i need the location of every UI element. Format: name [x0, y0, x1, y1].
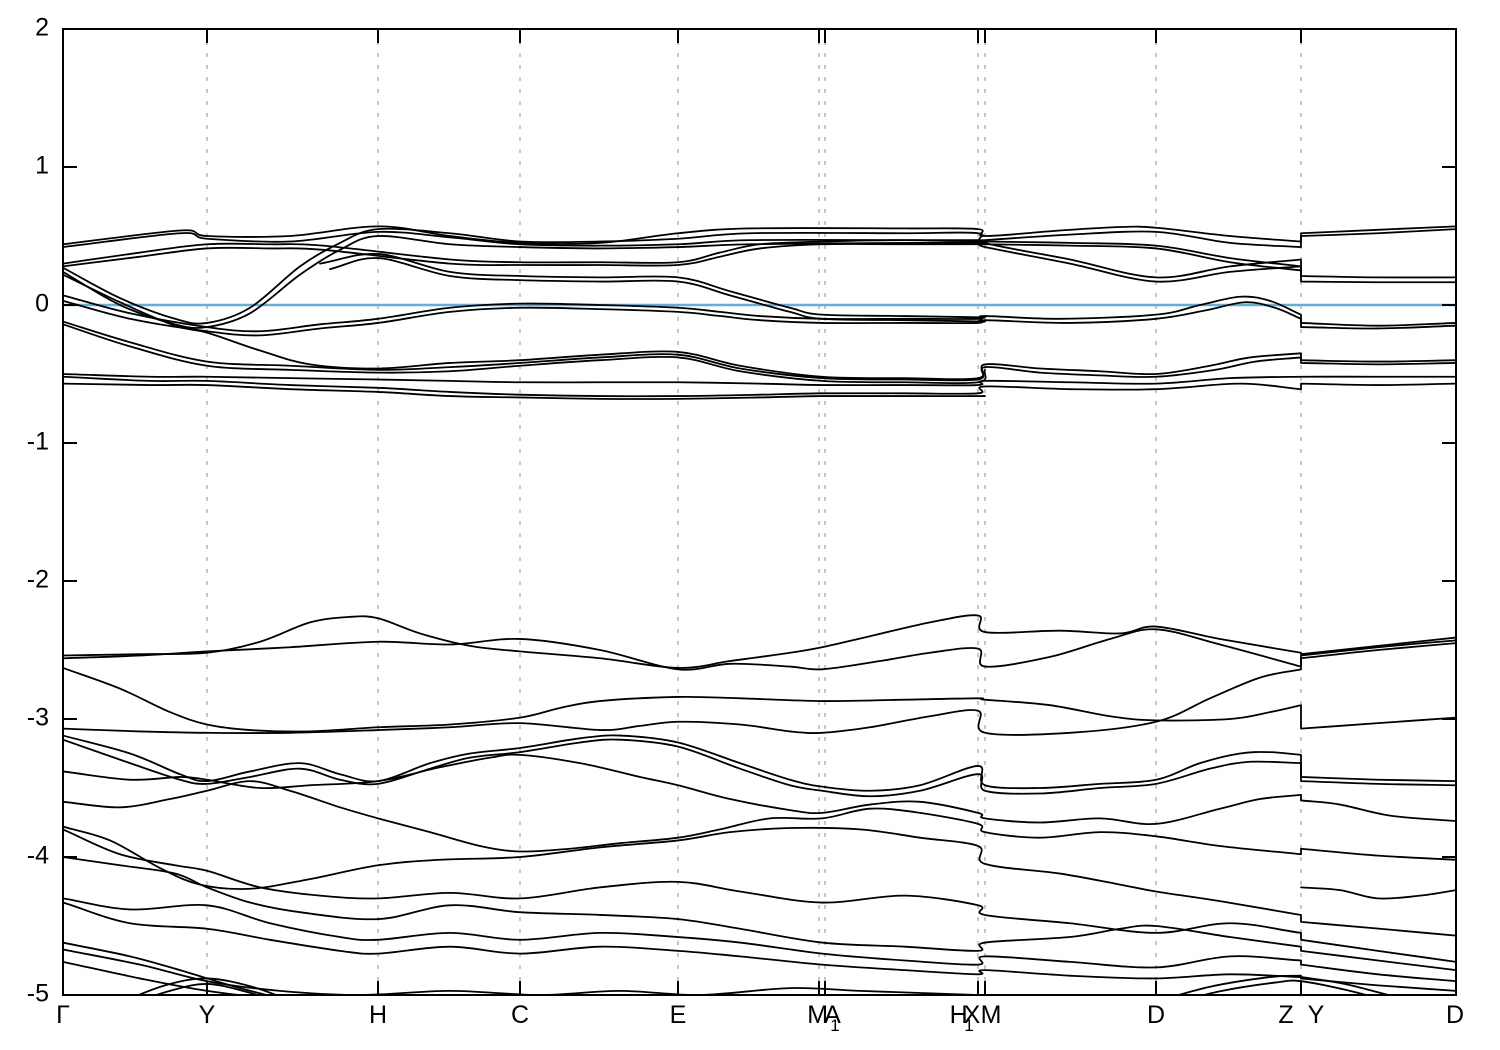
y-tick-label: -2	[27, 566, 49, 594]
band	[62, 901, 1457, 992]
band	[62, 243, 1302, 272]
x-tick-label: Y	[1308, 1001, 1325, 1029]
band	[62, 738, 1457, 798]
band	[62, 239, 1302, 268]
band	[62, 235, 1457, 329]
band	[62, 628, 1457, 671]
y-tick-label: 2	[35, 14, 49, 42]
band	[62, 228, 1457, 248]
y-tick-label: -3	[27, 704, 49, 732]
y-tick-label: -1	[27, 428, 49, 456]
band	[62, 614, 1457, 669]
band	[62, 780, 1457, 861]
band	[62, 225, 1457, 246]
band	[133, 977, 282, 996]
band	[62, 667, 1457, 733]
x-tick-label: 1	[830, 1016, 839, 1035]
band	[62, 897, 1457, 983]
x-tick-label: Y	[199, 1001, 216, 1029]
x-tick-label: 1	[964, 1016, 973, 1035]
band	[62, 734, 1457, 792]
x-tick-label: C	[511, 1001, 529, 1029]
bands	[62, 225, 1457, 996]
gridlines	[206, 29, 1302, 995]
band	[62, 639, 1457, 736]
x-tick-label: Z	[1278, 1001, 1293, 1029]
band	[62, 375, 1457, 398]
band	[62, 320, 1457, 382]
y-tick-label: 0	[35, 290, 49, 318]
band	[319, 252, 986, 319]
axes	[62, 28, 1457, 996]
band	[1171, 974, 1397, 996]
band	[62, 753, 1457, 826]
plot-border	[62, 28, 1457, 996]
band	[62, 828, 1457, 963]
band	[62, 382, 986, 400]
band	[62, 941, 275, 996]
x-tick-label: D	[1147, 1001, 1165, 1029]
y-tick-label: 1	[35, 152, 49, 180]
band	[62, 273, 1457, 381]
axis-labels: 210-1-2-3-4-5Γ Y H C E MA1 HX1 M D Z Y D	[27, 14, 1464, 1035]
band	[62, 294, 1457, 333]
band	[1300, 886, 1457, 900]
band	[329, 257, 986, 323]
x-tick-label: H	[369, 1001, 387, 1029]
x-tick-label: E	[670, 1001, 687, 1029]
band	[62, 856, 1457, 972]
band	[62, 825, 1457, 937]
x-tick-label: Γ	[56, 1001, 70, 1029]
y-tick-label: -4	[27, 842, 49, 870]
band	[62, 227, 1457, 325]
band	[62, 299, 1457, 337]
x-tick-label: M	[981, 1001, 1002, 1029]
y-tick-label: -5	[27, 980, 49, 1008]
band	[1195, 979, 1374, 996]
band	[62, 373, 1457, 387]
band	[62, 323, 987, 385]
x-tick-label: D	[1446, 1001, 1464, 1029]
